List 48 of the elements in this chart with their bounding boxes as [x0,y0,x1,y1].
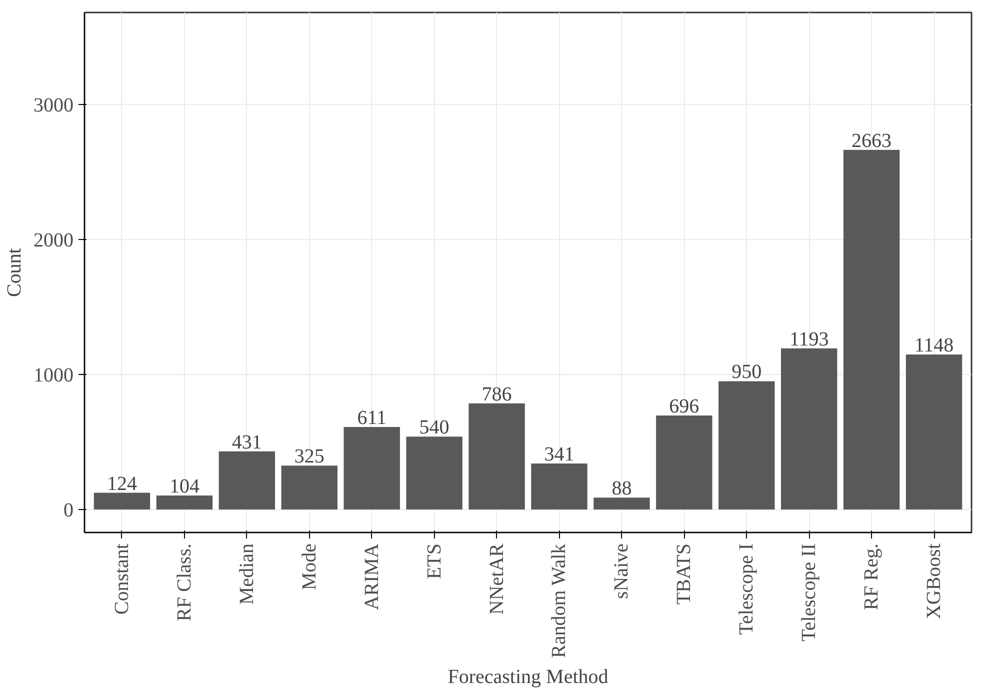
x-tick-label: Median [236,544,258,605]
bar [344,427,400,510]
data-label: 786 [482,383,512,406]
x-tick-label: Telescope I [736,544,758,635]
data-label: 325 [294,446,324,468]
x-tick-label: Mode [298,543,320,590]
bar [531,463,588,510]
y-tick-label: 0 [64,500,74,522]
bar [656,416,712,510]
data-label: 1193 [789,328,829,350]
x-tick-label: Telescope II [798,543,820,642]
x-tick-label: Constant [110,543,133,615]
data-label: 1148 [914,334,954,356]
x-tick-label: TBATS [673,544,696,605]
y-tick-label: 2000 [34,229,74,252]
y-tick-label: 1000 [34,364,74,386]
bar [718,381,775,510]
bar [468,403,525,510]
y-tick-label: 3000 [34,94,74,116]
x-tick-label: RF Class. [173,543,196,622]
bar [218,451,276,510]
y-axis-title: Count [4,248,26,297]
x-tick-label: Random Walk [548,544,570,658]
bar [906,354,962,510]
bar [281,466,338,510]
bar [94,492,150,510]
data-label: 611 [357,407,386,430]
data-label: 540 [419,416,450,439]
x-axis-title: Forecasting Method [448,666,608,688]
x-tick-label: RF Reg. [860,543,883,610]
data-label: 950 [732,361,762,384]
data-label: 124 [106,472,137,495]
data-label: 341 [544,443,574,466]
bar [156,495,213,510]
bar [406,436,462,510]
bar [594,498,650,510]
x-tick-label: ARIMA [360,542,383,610]
data-label: 431 [232,431,262,454]
data-label: 2663 [852,130,892,152]
x-tick-label: XGBoost [923,543,946,620]
data-label: 88 [612,478,632,500]
data-label: 104 [169,475,200,498]
x-tick-label: sNaive [610,543,633,600]
data-label: 696 [669,396,700,418]
x-tick-label: ETS [423,543,446,580]
bar [780,348,838,510]
bar [843,150,900,510]
x-tick-label: NNetAR [486,542,508,615]
